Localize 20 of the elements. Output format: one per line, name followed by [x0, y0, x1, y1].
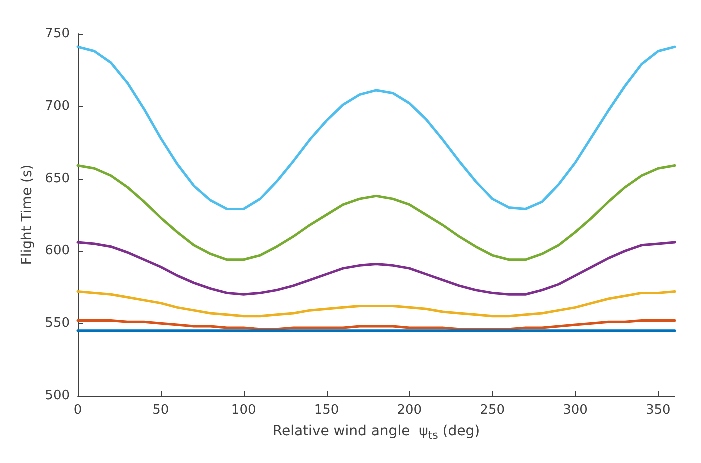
- line-series: [76, 319, 676, 331]
- line-series: [76, 46, 676, 210]
- line-series: [76, 241, 676, 296]
- y-tick-label: 500: [45, 388, 70, 404]
- y-tick-label: 700: [45, 98, 70, 114]
- x-tick-label: 300: [563, 403, 588, 418]
- x-tick-label: 0: [74, 403, 82, 418]
- y-tick-label: 550: [45, 316, 70, 332]
- x-tick-label: 350: [646, 403, 671, 418]
- x-tick-label: 200: [397, 403, 422, 418]
- x-tick-label: 250: [480, 403, 505, 418]
- y-tick-label: 650: [45, 171, 70, 186]
- y-tick-label: 600: [45, 244, 70, 259]
- y-tick-label: 750: [45, 26, 70, 42]
- y-axis-title: Flight Time (s): [19, 164, 36, 266]
- x-tick-label: 150: [314, 403, 340, 418]
- line-series: [76, 164, 676, 262]
- x-tick-label: 100: [231, 403, 256, 418]
- line-series: [76, 290, 676, 318]
- x-tick-label: 50: [152, 403, 170, 418]
